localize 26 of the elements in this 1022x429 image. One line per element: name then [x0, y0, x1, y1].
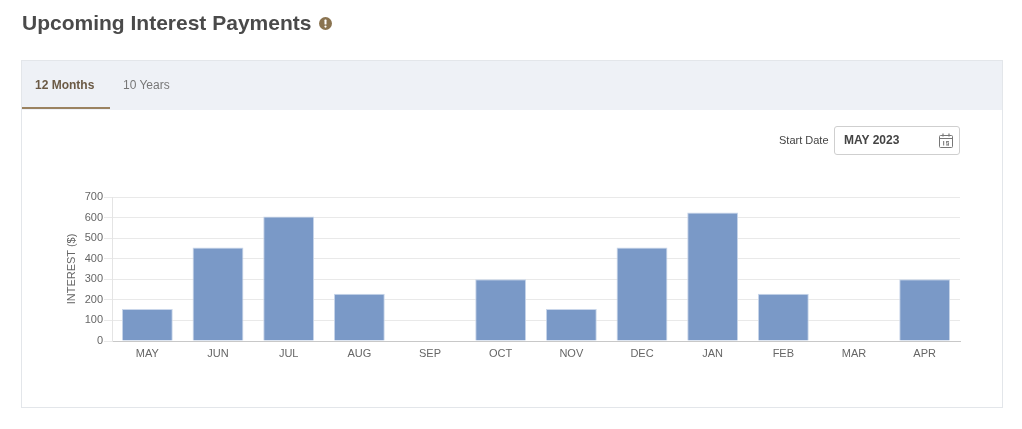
x-tick-label: OCT — [489, 346, 513, 359]
y-tick-label: 700 — [84, 190, 103, 203]
y-tick-label: 100 — [84, 313, 103, 326]
y-tick-label: 500 — [84, 231, 103, 244]
y-tick-label: 0 — [96, 334, 103, 347]
y-tick-label: 400 — [84, 251, 103, 264]
x-tick-label: SEP — [418, 346, 442, 359]
y-tick-label: 600 — [84, 210, 103, 223]
x-tick-label: DEC — [630, 346, 654, 359]
y-tick-label: 200 — [84, 292, 103, 305]
x-tick-label: FEB — [772, 346, 795, 359]
x-tick-label: MAR — [841, 346, 867, 359]
text: 12 Months — [35, 78, 95, 93]
text: 10 Years — [123, 78, 170, 93]
x-tick-label: MAY — [135, 346, 160, 359]
x-tick-label: JUL — [278, 346, 299, 359]
x-tick-label: JUN — [207, 346, 229, 359]
x-tick-label: AUG — [347, 346, 372, 359]
chart-title: Upcoming Interest Payments — [22, 11, 312, 35]
x-tick-label: NOV — [559, 346, 584, 359]
date-field: MAY 2023 — [834, 126, 960, 155]
y-tick-label: 300 — [84, 272, 103, 285]
x-tick-label: APR — [913, 346, 937, 359]
y-axis-title: INTEREST ($) — [64, 233, 77, 305]
x-tick-label: JAN — [702, 346, 724, 359]
text: Start Date — [779, 133, 829, 148]
